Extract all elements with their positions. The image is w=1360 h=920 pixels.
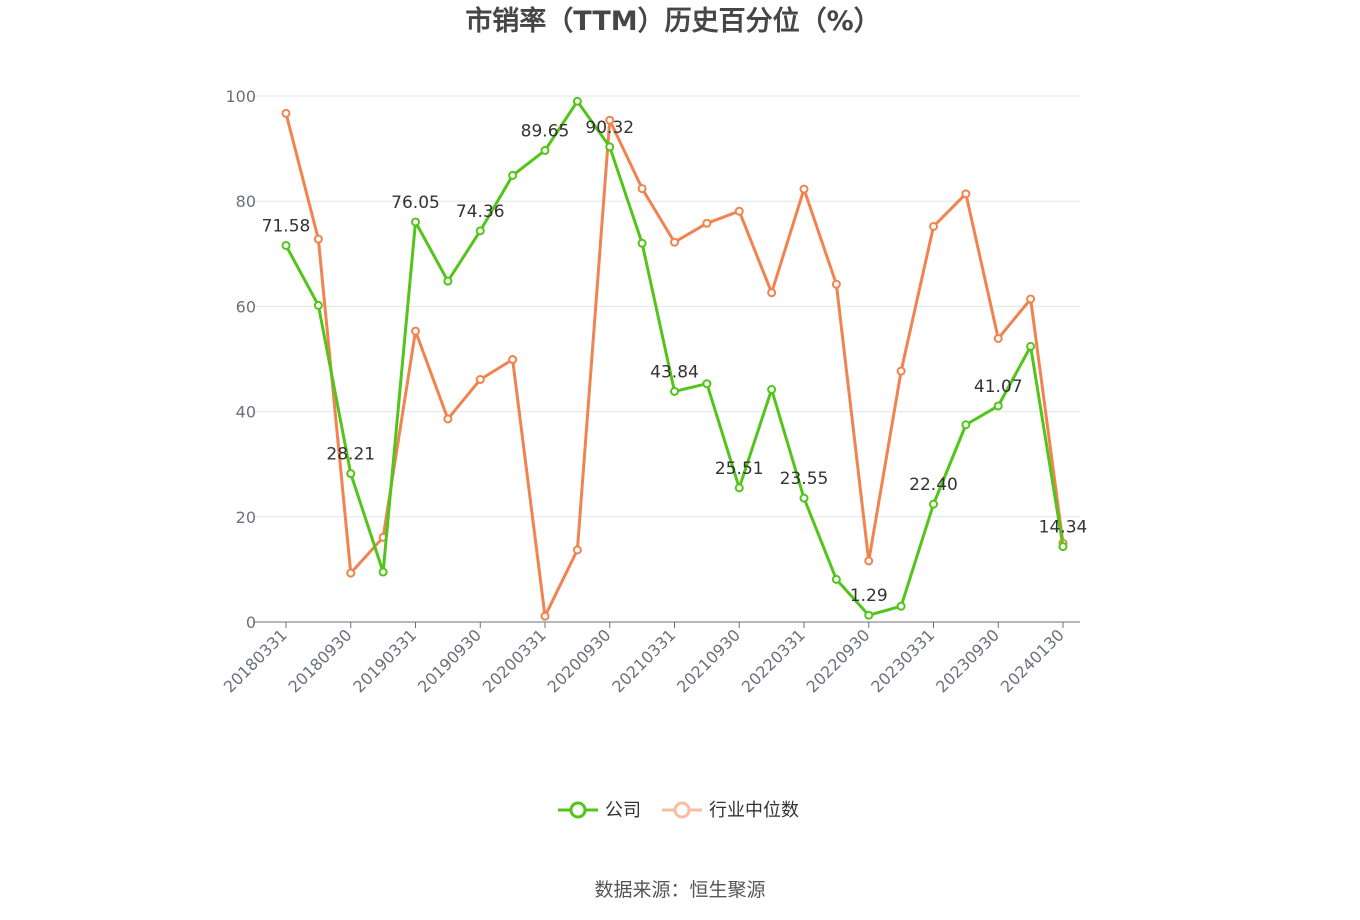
data-label: 71.58 (262, 216, 311, 236)
industry-point[interactable] (637, 184, 647, 194)
y-tick-label: 20 (236, 508, 256, 527)
industry-point[interactable] (702, 218, 712, 228)
data-label: 43.84 (650, 362, 699, 382)
company-point[interactable] (896, 601, 906, 611)
x-tick-label: 20180331 (220, 625, 291, 696)
company-point[interactable] (734, 483, 744, 493)
company-point[interactable] (637, 238, 647, 248)
data-label: 22.40 (909, 475, 958, 495)
x-tick-label: 20230930 (932, 625, 1003, 696)
company-point[interactable] (572, 96, 582, 106)
data-label: 41.07 (974, 377, 1023, 397)
company-point[interactable] (961, 420, 971, 430)
x-tick-label: 20200331 (479, 625, 550, 696)
series-layer (281, 96, 1068, 621)
y-tick-label: 0 (246, 613, 256, 632)
x-tick-label: 20220930 (803, 625, 874, 696)
industry-point[interactable] (993, 333, 1003, 343)
company-point[interactable] (767, 385, 777, 395)
data-label: 28.21 (326, 445, 375, 465)
industry-point[interactable] (313, 234, 323, 244)
data-label: 90.32 (585, 118, 634, 138)
legend: 公司 行业中位数 (558, 800, 799, 821)
x-tick-label: 20190930 (414, 625, 485, 696)
company-point[interactable] (443, 276, 453, 286)
industry-point[interactable] (896, 366, 906, 376)
series-company (281, 96, 1068, 620)
company-point[interactable] (605, 142, 615, 152)
chart-title: 市销率（TTM）历史百分位（%） (465, 5, 880, 37)
axes: 0 20 40 60 80 100 2018033120180930201903312019… (220, 87, 1080, 696)
industry-point[interactable] (929, 221, 938, 231)
y-tick-label: 100 (225, 87, 256, 106)
company-point[interactable] (378, 567, 388, 577)
source-note: 数据来源：恒生聚源 (594, 879, 765, 901)
industry-point[interactable] (734, 206, 744, 216)
industry-point[interactable] (799, 184, 809, 194)
company-point[interactable] (475, 226, 485, 236)
industry-point[interactable] (961, 189, 971, 199)
company-point[interactable] (1058, 542, 1068, 552)
company-point[interactable] (508, 170, 518, 180)
company-point[interactable] (993, 401, 1003, 411)
industry-point[interactable] (281, 108, 291, 118)
industry-point[interactable] (670, 237, 679, 247)
legend-item-company[interactable]: 公司 (558, 800, 641, 821)
company-point[interactable] (702, 379, 712, 389)
industry-point[interactable] (346, 568, 356, 578)
industry-point[interactable] (475, 375, 485, 385)
data-label: 1.29 (850, 586, 888, 606)
industry-point[interactable] (767, 288, 777, 298)
x-tick-label: 20210331 (608, 625, 679, 696)
data-labels: 71.58 28.21 76.05 74.36 89.65 90.32 43.84 25.51… (262, 118, 1088, 606)
x-tick-label: 20200930 (544, 625, 615, 696)
company-point[interactable] (831, 574, 841, 584)
x-tick-label: 20190331 (349, 625, 420, 696)
company-point[interactable] (540, 145, 550, 155)
legend-circle-icon (673, 801, 691, 819)
y-tick-label: 40 (236, 403, 256, 422)
company-point[interactable] (1026, 341, 1036, 351)
company-point[interactable] (313, 300, 323, 310)
company-point[interactable] (411, 217, 420, 227)
x-tick-label: 20240130 (997, 625, 1068, 696)
industry-point[interactable] (508, 355, 518, 365)
industry-point[interactable] (540, 611, 550, 621)
grid-lines (253, 95, 1080, 518)
legend-label: 行业中位数 (709, 800, 799, 821)
x-tick-label: 20180930 (285, 625, 356, 696)
company-line (284, 99, 1065, 617)
x-tick-label: 20210930 (673, 625, 744, 696)
industry-point[interactable] (831, 279, 841, 289)
y-tick-label: 80 (236, 192, 256, 211)
data-label: 76.05 (391, 193, 440, 213)
company-point[interactable] (346, 469, 356, 479)
series-industry (281, 108, 1068, 621)
company-point[interactable] (670, 386, 679, 396)
data-label: 25.51 (715, 459, 764, 479)
industry-point[interactable] (411, 326, 420, 336)
data-label: 89.65 (521, 121, 570, 141)
company-point[interactable] (929, 499, 938, 509)
company-point[interactable] (799, 493, 809, 503)
y-tick-label: 60 (236, 297, 256, 316)
industry-point[interactable] (443, 414, 453, 424)
legend-circle-icon (569, 801, 587, 819)
data-label: 14.34 (1039, 518, 1088, 538)
x-tick-label: 20230331 (867, 625, 938, 696)
industry-point[interactable] (864, 556, 874, 566)
data-label: 23.55 (780, 469, 829, 489)
industry-point[interactable] (1026, 294, 1036, 304)
x-tick-label: 20220331 (738, 625, 809, 696)
industry-point[interactable] (605, 115, 615, 125)
industry-point[interactable] (572, 545, 582, 555)
data-label: 74.36 (456, 202, 505, 222)
legend-item-industry[interactable]: 行业中位数 (662, 800, 799, 821)
legend-label: 公司 (605, 800, 641, 821)
company-point[interactable] (281, 240, 291, 250)
company-point[interactable] (864, 610, 874, 620)
